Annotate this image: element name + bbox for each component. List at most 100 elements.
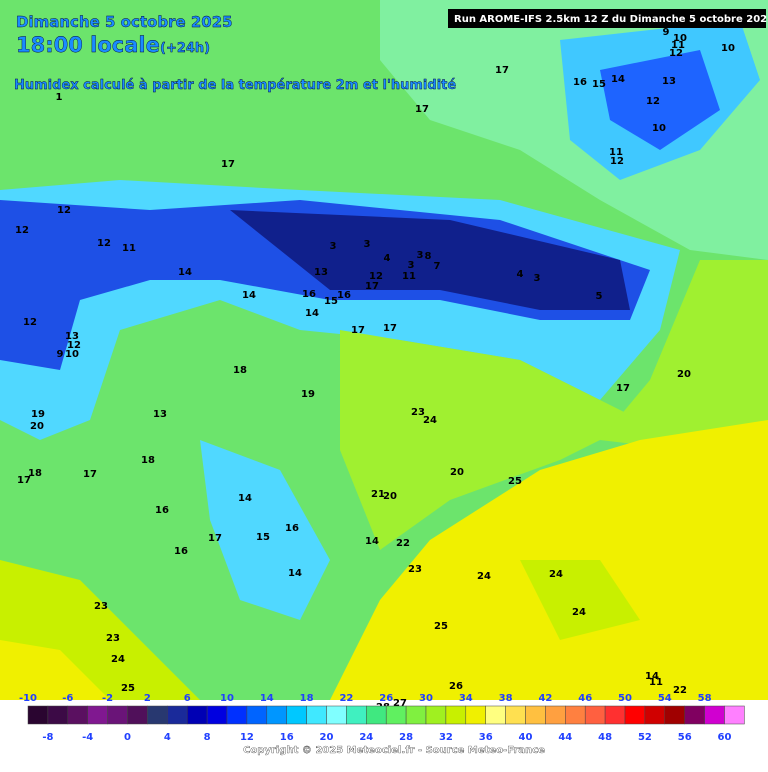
- contour-label: 23: [94, 601, 108, 612]
- color-swatch: [87, 705, 108, 725]
- contour-label: 22: [673, 685, 687, 696]
- colorbar-tick-label: 4: [164, 732, 171, 743]
- region-hot-sw: [0, 640, 110, 700]
- contour-label: 9: [663, 27, 670, 38]
- contour-label: 18: [233, 365, 247, 376]
- colorbar-tick-label: 10: [220, 693, 234, 704]
- contour-label: 17: [616, 383, 630, 394]
- color-swatch: [624, 705, 646, 725]
- colorbar-tick-label: 20: [320, 732, 334, 743]
- color-swatch: [545, 705, 566, 725]
- contour-label: 14: [288, 568, 302, 579]
- contour-label: 20: [383, 491, 397, 502]
- region-cool-valley: [200, 440, 330, 620]
- contour-label: 24: [549, 569, 563, 580]
- colorbar-tick-label: 40: [519, 732, 533, 743]
- contour-label: 24: [111, 654, 125, 665]
- contour-label: 14: [238, 493, 252, 504]
- contour-label: 14: [365, 536, 379, 547]
- contour-label: 10: [721, 43, 735, 54]
- contour-label: 16: [174, 546, 188, 557]
- colorbar-tick-label: -6: [62, 693, 73, 704]
- contour-label: 13: [662, 76, 676, 87]
- color-swatch: [385, 705, 407, 725]
- contour-label: 19: [301, 389, 315, 400]
- contour-label: 4: [384, 253, 391, 264]
- color-swatch: [346, 705, 367, 725]
- color-swatch: [644, 705, 666, 725]
- colorbar-tick-label: 2: [144, 693, 151, 704]
- contour-label: 10: [673, 33, 687, 44]
- contour-label: 4: [517, 269, 524, 280]
- region-warm-east: [600, 260, 768, 460]
- colorbar-tick-label: -8: [42, 732, 53, 743]
- contour-label: 17: [495, 65, 509, 76]
- contour-label: 13: [153, 409, 167, 420]
- contour-label: 25: [434, 621, 448, 632]
- color-swatch: [366, 705, 387, 725]
- contour-label: 20: [450, 467, 464, 478]
- contour-label: 11: [609, 147, 623, 158]
- description: Humidex calculé à partir de la températu…: [14, 78, 456, 93]
- contour-label: 10: [652, 123, 666, 134]
- color-swatch: [246, 705, 268, 725]
- contour-label: 15: [324, 296, 338, 307]
- contour-label: 12: [15, 225, 29, 236]
- color-swatch: [485, 705, 506, 725]
- color-swatch: [565, 705, 586, 725]
- contour-label: 17: [208, 533, 222, 544]
- contour-label: 12: [646, 96, 660, 107]
- color-swatch: [147, 705, 168, 725]
- colorbar-tick-label: 6: [184, 693, 191, 704]
- contour-label: 17: [221, 159, 235, 170]
- contour-label: 16: [573, 77, 587, 88]
- color-swatch: [724, 705, 745, 725]
- color-swatch: [206, 705, 228, 725]
- colorbar-tick-label: 38: [499, 693, 513, 704]
- contour-label: 17: [17, 475, 31, 486]
- colorbar-tick-label: 24: [359, 732, 373, 743]
- contour-label: 3: [330, 241, 337, 252]
- colorbar-tick-label: -4: [82, 732, 93, 743]
- region-cold-ne: [600, 50, 720, 150]
- contour-label: 23: [106, 633, 120, 644]
- color-swatch: [326, 705, 347, 725]
- contour-label: 3: [534, 273, 541, 284]
- color-swatch: [107, 705, 128, 725]
- colorbar-tick-label: -10: [19, 693, 37, 704]
- contour-label: 5: [596, 291, 603, 302]
- contour-label: 17: [415, 104, 429, 115]
- contour-label: 24: [423, 415, 437, 426]
- color-swatch: [684, 705, 705, 725]
- colorbar-tick-label: 60: [718, 732, 732, 743]
- color-swatch: [604, 705, 626, 725]
- contour-label: 18: [28, 468, 42, 479]
- color-swatch: [306, 705, 327, 725]
- date: Dimanche 5 octobre 2025: [16, 13, 233, 31]
- contour-label: 17: [365, 281, 379, 292]
- contour-label: 21: [371, 489, 385, 500]
- color-swatch: [465, 705, 486, 725]
- color-swatch: [226, 705, 248, 725]
- colorbar-tick-label: 16: [280, 732, 294, 743]
- colorbar-tick-label: 0: [124, 732, 131, 743]
- color-swatch: [47, 705, 69, 725]
- contour-label: 12: [57, 205, 71, 216]
- contour-label: 16: [302, 289, 316, 300]
- contour-label: 12: [669, 48, 683, 59]
- contour-label: 10: [65, 349, 79, 360]
- contour-label: 11: [649, 677, 663, 688]
- colorbar-tick-label: 36: [479, 732, 493, 743]
- contour-label: 18: [141, 455, 155, 466]
- colorbar-tick-label: 18: [300, 693, 314, 704]
- colorbar-tick-label: 58: [698, 693, 712, 704]
- contour-label: 14: [178, 267, 192, 278]
- contour-label: 12: [67, 340, 81, 351]
- color-swatch: [445, 705, 467, 725]
- colorbar-tick-label: 22: [339, 693, 353, 704]
- contour-label: 15: [592, 79, 606, 90]
- region-warm-center: [340, 330, 640, 550]
- contour-label: 9: [57, 349, 64, 360]
- color-swatch: [525, 705, 546, 725]
- colorbar-tick-label: 32: [439, 732, 453, 743]
